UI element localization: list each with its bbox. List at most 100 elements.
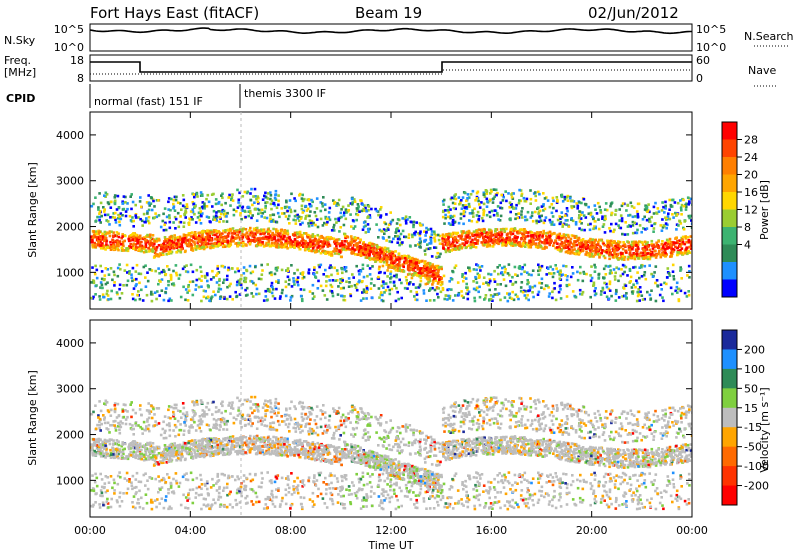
power-cell xyxy=(106,289,109,293)
power-cell xyxy=(343,211,346,214)
power-cell xyxy=(605,282,608,286)
power-cell xyxy=(202,247,206,251)
power-cell xyxy=(395,222,399,225)
power-cell xyxy=(105,243,108,246)
power-cell xyxy=(231,193,234,196)
power-cell xyxy=(164,240,168,243)
power-cell xyxy=(528,289,532,292)
power-cell xyxy=(655,241,658,245)
power-cell xyxy=(478,228,481,232)
power-cell xyxy=(172,247,176,250)
power-cell xyxy=(221,196,224,200)
power-cell xyxy=(128,245,131,248)
power-cell xyxy=(323,294,327,297)
power-cell xyxy=(308,238,312,241)
power-cell xyxy=(572,200,576,203)
power-cell xyxy=(146,219,150,223)
power-cell xyxy=(279,235,282,238)
power-cell xyxy=(306,236,310,239)
power-cell xyxy=(608,280,612,283)
power-cell xyxy=(478,285,481,289)
power-cell xyxy=(624,284,628,287)
power-cell xyxy=(125,263,129,267)
power-cell xyxy=(109,216,112,219)
power-cell xyxy=(583,228,586,232)
power-cell xyxy=(368,267,372,270)
power-cell xyxy=(503,270,507,274)
power-cell xyxy=(537,190,540,194)
power-cell xyxy=(359,253,363,257)
power-cell xyxy=(212,246,215,249)
power-cell xyxy=(316,233,320,237)
power-cell xyxy=(193,241,196,244)
power-cell xyxy=(193,243,197,246)
power-cell xyxy=(385,257,388,261)
power-cell xyxy=(620,217,624,220)
power-cell xyxy=(500,234,503,237)
power-cell xyxy=(334,238,337,242)
power-cell xyxy=(139,272,143,276)
power-cell xyxy=(398,261,401,264)
power-cell xyxy=(362,209,366,212)
power-cell xyxy=(444,213,447,217)
power-cell xyxy=(385,213,388,216)
power-cell xyxy=(421,259,424,263)
power-cell xyxy=(144,276,147,279)
power-cell xyxy=(312,242,315,246)
power-cell xyxy=(99,264,102,268)
power-cell xyxy=(516,274,519,277)
power-cell xyxy=(170,197,173,201)
power-cell xyxy=(640,254,644,258)
power-cell xyxy=(95,284,98,287)
power-cell xyxy=(224,240,227,243)
power-cell xyxy=(429,267,433,271)
power-cell xyxy=(633,255,636,258)
power-cell xyxy=(276,229,280,233)
power-cell xyxy=(302,245,305,248)
power-cell xyxy=(329,283,333,287)
power-cell xyxy=(538,240,542,243)
power-cell xyxy=(265,241,268,245)
power-cell xyxy=(552,199,555,203)
power-cell xyxy=(485,197,489,201)
power-cell xyxy=(222,213,226,216)
power-cell xyxy=(574,295,578,299)
power-cell xyxy=(116,240,120,244)
power-cell xyxy=(481,219,485,223)
power-cell xyxy=(276,232,280,235)
power-cell xyxy=(265,244,268,247)
power-cell xyxy=(282,212,286,215)
power-cell xyxy=(169,241,172,244)
power-cell xyxy=(543,245,547,249)
power-cell xyxy=(474,233,477,237)
power-cell xyxy=(216,235,219,239)
power-cell xyxy=(221,239,225,243)
power-cell xyxy=(560,240,564,244)
power-cell xyxy=(633,257,637,261)
power-cell xyxy=(620,204,624,208)
power-cell xyxy=(599,293,603,296)
power-cell xyxy=(202,242,205,246)
power-cell xyxy=(542,209,545,212)
power-cell xyxy=(404,215,408,218)
power-cell xyxy=(92,230,95,233)
power-cell xyxy=(578,214,581,217)
power-cell xyxy=(193,231,197,235)
power-cell xyxy=(324,252,327,255)
power-cell xyxy=(241,209,244,213)
power-cell xyxy=(491,245,495,248)
power-cell xyxy=(633,243,636,247)
power-cell xyxy=(476,242,479,245)
power-cell xyxy=(512,229,516,233)
power-cell xyxy=(280,291,284,295)
power-cell xyxy=(476,233,479,237)
power-cell xyxy=(686,196,690,199)
power-cell xyxy=(336,252,339,255)
power-cell xyxy=(253,201,256,204)
power-cell xyxy=(355,218,358,222)
power-cell xyxy=(217,290,220,293)
power-cell xyxy=(534,191,537,194)
nave-tick-bottom: 0 xyxy=(696,72,703,85)
power-cell xyxy=(500,228,503,232)
power-cell xyxy=(300,240,303,243)
